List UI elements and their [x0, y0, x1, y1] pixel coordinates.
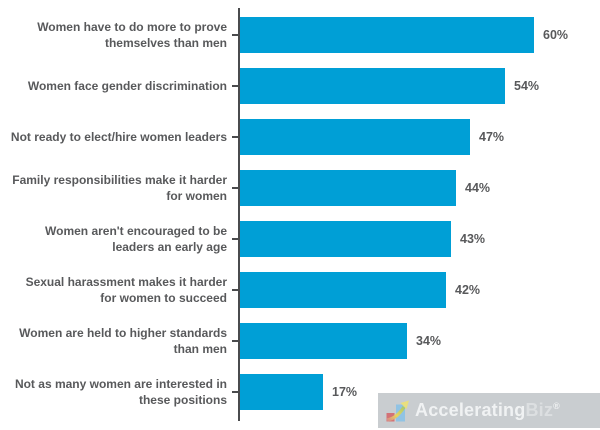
bar-row: Women aren't encouraged to be leaders an…: [0, 221, 600, 257]
category-label: Women aren't encouraged to be leaders an…: [45, 224, 227, 254]
value-label: 54%: [514, 79, 540, 93]
bar: [240, 272, 446, 308]
bar-row: Not as many women are interested in thes…: [0, 374, 600, 410]
bar: [240, 17, 534, 53]
bar: [240, 323, 407, 359]
axis-tick: [232, 391, 238, 393]
category-label: Not as many women are interested in thes…: [14, 377, 227, 407]
registered-mark: ®: [553, 401, 560, 411]
bar-row: Family responsibilities make it harder f…: [0, 170, 600, 206]
category-label: Sexual harassment makes it harder for wo…: [25, 275, 227, 305]
growth-chart-arrow-icon: [386, 400, 409, 422]
axis-tick: [232, 85, 238, 87]
axis-tick: [232, 238, 238, 240]
value-label: 60%: [543, 28, 569, 42]
bar-row: Women have to do more to prove themselve…: [0, 17, 600, 53]
value-label: 43%: [460, 232, 486, 246]
bar: [240, 170, 456, 206]
bar: [240, 221, 451, 257]
category-label: Women have to do more to prove themselve…: [37, 20, 227, 50]
acceleratingbiz-watermark: AcceleratingBiz®: [378, 393, 600, 428]
bar-row: Not ready to elect/hire women leaders 47…: [0, 119, 600, 155]
axis-tick: [232, 136, 238, 138]
category-label: Women are held to higher standards than …: [19, 326, 227, 356]
brand-secondary-text: Biz: [525, 400, 554, 420]
bar-row: Sexual harassment makes it harder for wo…: [0, 272, 600, 308]
value-label: 42%: [455, 283, 481, 297]
bar-row: Women are held to higher standards than …: [0, 323, 600, 359]
bar: [240, 119, 470, 155]
bar: [240, 68, 505, 104]
axis-tick: [232, 340, 238, 342]
brand-wordmark: AcceleratingBiz®: [415, 400, 560, 421]
category-label: Women face gender discrimination: [27, 79, 227, 93]
bar: [240, 374, 323, 410]
axis-tick: [232, 289, 238, 291]
axis-tick: [232, 187, 238, 189]
value-label: 44%: [465, 181, 491, 195]
category-label: Family responsibilities make it harder f…: [12, 173, 227, 203]
value-label: 17%: [332, 385, 358, 399]
category-label: Not ready to elect/hire women leaders: [10, 130, 227, 144]
bar-row: Women face gender discrimination 54%: [0, 68, 600, 104]
brand-primary-text: Accelerating: [415, 400, 526, 420]
axis-tick: [232, 34, 238, 36]
value-label: 47%: [479, 130, 505, 144]
y-axis-line: [238, 8, 240, 421]
value-label: 34%: [416, 334, 442, 348]
